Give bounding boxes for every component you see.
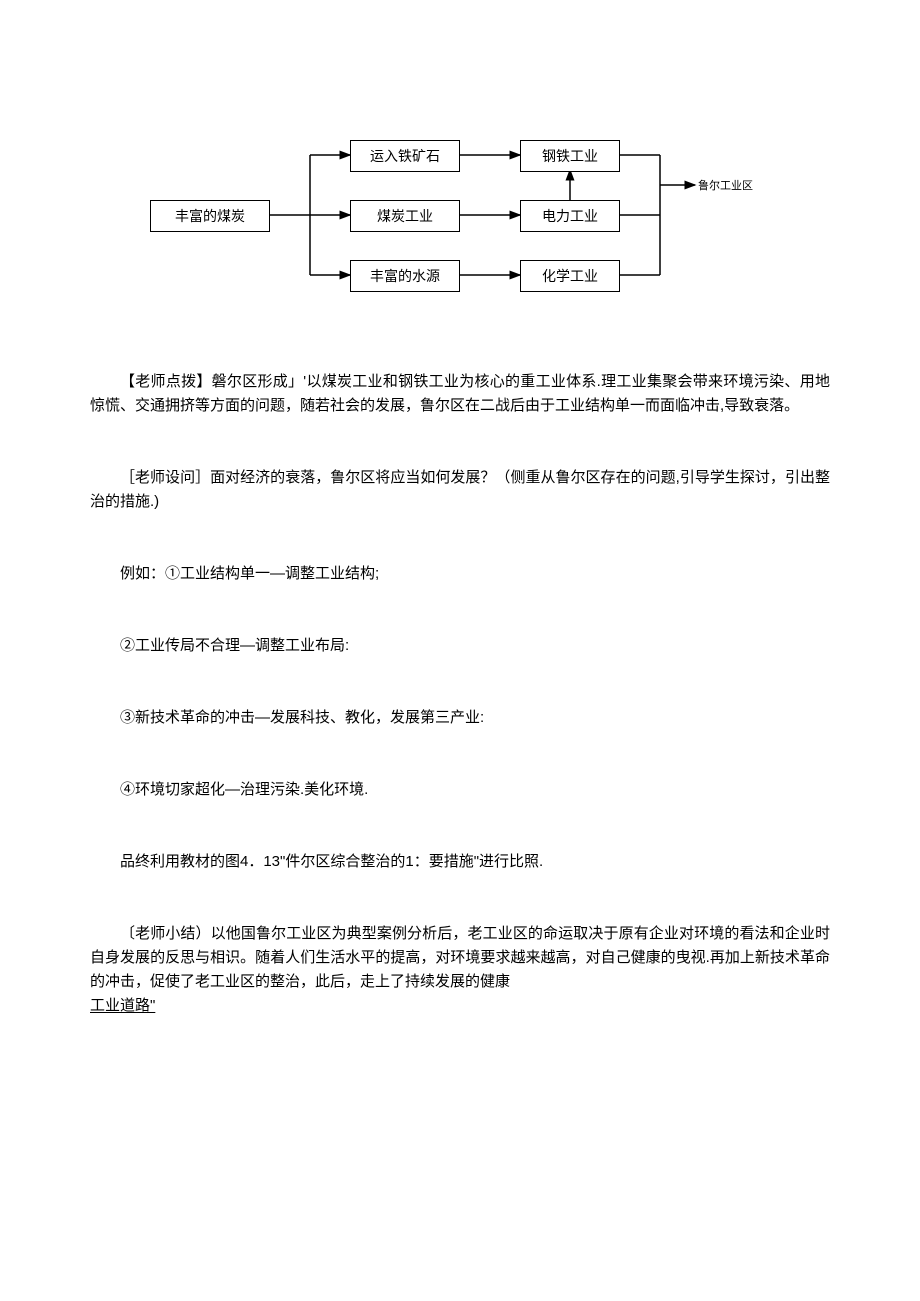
box-chem-ind: 化学工业 xyxy=(520,260,620,292)
paragraph-teacher-tip: 【老师点拨】磐尔区形成」'以煤炭工业和钢铁工业为核心的重工业体系.理工业集聚会带… xyxy=(90,370,830,418)
diagram-side-label: 鲁尔工业区 xyxy=(698,178,753,196)
paragraph-teacher-question: ［老师设问］面对经济的衰落，鲁尔区将应当如何发展？（侧重从鲁尔区存在的问题,引导… xyxy=(90,466,830,514)
box-water-rich: 丰富的水源 xyxy=(350,260,460,292)
industry-diagram: 丰富的煤炭 运入铁矿石 煤炭工业 丰富的水源 钢铁工业 电力工业 化学工业 鲁尔… xyxy=(150,130,770,310)
paragraph-example-1: 例如：①工业结构单一—调整工业结构; xyxy=(90,562,830,586)
summary-text-main: 〔老师小结）以他国鲁尔工业区为典型案例分析后，老工业区的命运取决于原有企业对环境… xyxy=(90,925,830,990)
summary-text-underlined: 工业道路" xyxy=(90,997,155,1014)
paragraph-figure-ref: 品终利用教材的图4．13"件尔区综合整治的1：要措施"进行比照. xyxy=(90,850,830,874)
paragraph-teacher-summary: 〔老师小结）以他国鲁尔工业区为典型案例分析后，老工业区的命运取决于原有企业对环境… xyxy=(90,922,830,1018)
box-coal-rich: 丰富的煤炭 xyxy=(150,200,270,232)
box-iron-in: 运入铁矿石 xyxy=(350,140,460,172)
paragraph-example-3: ③新技术革命的冲击—发展科技、教化，发展第三产业: xyxy=(90,706,830,730)
paragraph-example-4: ④环境切家超化—治理污染.美化环境. xyxy=(90,778,830,802)
paragraph-example-2: ②工业传局不合理—调整工业布局: xyxy=(90,634,830,658)
box-coal-ind: 煤炭工业 xyxy=(350,200,460,232)
box-power-ind: 电力工业 xyxy=(520,200,620,232)
box-steel-ind: 钢铁工业 xyxy=(520,140,620,172)
